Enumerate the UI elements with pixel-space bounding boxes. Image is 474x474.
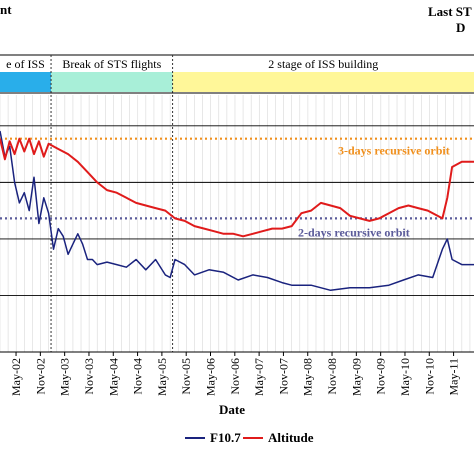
phase-label-1: Break of STS flights [62,57,161,71]
legend-label-1: Altitude [268,430,314,445]
phase-band-2 [172,72,474,92]
x-tick-label: May-11 [447,358,461,396]
x-tick-label: May-05 [155,358,169,396]
x-tick-label: May-08 [301,358,315,396]
x-axis-label: Date [219,402,245,417]
series-line-0 [0,130,474,292]
x-tick-label: Nov-03 [82,358,96,395]
x-tick-label: May-06 [204,358,218,396]
x-tick-label: May-07 [252,358,266,396]
x-tick-label: May-03 [58,358,72,396]
reference-label-1: 2-days recursive orbit [298,225,410,239]
x-tick-label: May-02 [9,358,23,396]
x-tick-label: Nov-07 [276,358,290,395]
x-tick-label: Nov-04 [131,358,145,395]
top-right-fragment-2: D [456,20,466,35]
x-tick-label: Nov-09 [374,358,388,395]
phase-label-2: 2 stage of ISS building [268,57,378,71]
phase-band-1 [51,72,173,92]
x-tick-label: Nov-06 [228,358,242,395]
series-line-1 [0,137,474,238]
x-tick-label: May-04 [106,358,120,396]
x-tick-label: May-09 [349,358,363,396]
top-right-fragment: Last ST [428,4,472,19]
x-tick-label: Nov-05 [179,358,193,395]
x-tick-label: May-10 [398,358,412,396]
x-tick-label: Nov-10 [422,358,436,395]
x-tick-label: Nov-08 [325,358,339,395]
phase-label-0: e of ISS [6,57,45,71]
legend-label-0: F10.7 [210,430,241,445]
phase-band-0 [0,72,52,92]
x-tick-label: Nov-02 [33,358,47,395]
reference-label-0: 3-days recursive orbit [338,144,450,158]
top-left-fragment: nt [0,2,12,17]
